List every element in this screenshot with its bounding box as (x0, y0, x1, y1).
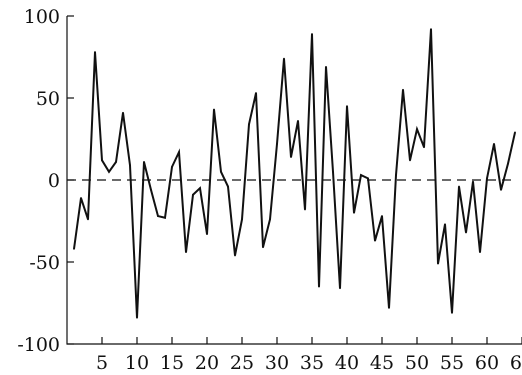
data-point (101, 159, 103, 162)
data-point (143, 161, 145, 163)
data-point (87, 218, 89, 221)
y-tick-label: 100 (24, 6, 60, 28)
data-point (94, 51, 96, 53)
data-point (164, 216, 166, 219)
data-point (486, 177, 488, 180)
series-line (73, 29, 516, 318)
data-points (73, 28, 516, 319)
x-tick-label: 35 (300, 352, 324, 374)
data-point (514, 131, 516, 134)
data-point (500, 188, 502, 191)
data-point (199, 187, 201, 190)
data-point (493, 143, 495, 145)
y-tick-label: 0 (48, 170, 60, 192)
data-point (381, 215, 383, 217)
data-point (136, 316, 138, 319)
data-point (507, 162, 509, 165)
x-tick-label: 5 (96, 352, 108, 374)
data-point (283, 57, 285, 60)
x-tick-label: 20 (195, 352, 219, 374)
axes-frame (66, 16, 522, 345)
data-point (178, 151, 180, 154)
data-point (423, 146, 425, 149)
data-point (255, 92, 257, 94)
data-point (192, 193, 194, 196)
data-point (339, 287, 341, 290)
data-point (290, 156, 292, 158)
data-point (472, 180, 474, 183)
data-point (150, 188, 152, 191)
data-point (276, 143, 278, 145)
y-tick-label: 50 (36, 88, 60, 110)
data-point (409, 159, 411, 162)
data-point (374, 239, 376, 242)
data-point (388, 307, 390, 309)
data-point (248, 123, 250, 126)
data-point (437, 262, 439, 265)
x-tick-label: 30 (265, 352, 289, 374)
data-point (73, 247, 75, 250)
x-tick-label: 65 (510, 352, 522, 374)
data-point (360, 174, 362, 176)
y-tick-label: -100 (17, 334, 60, 356)
data-point (458, 185, 460, 188)
data-point (206, 233, 208, 236)
data-point (220, 170, 222, 173)
data-point (304, 208, 306, 211)
data-point (402, 88, 404, 91)
data-point (122, 111, 124, 114)
data-point (241, 218, 243, 221)
data-point (311, 33, 313, 35)
data-point (325, 65, 327, 68)
data-point (332, 170, 334, 173)
data-point (227, 185, 229, 188)
data-point (416, 128, 418, 131)
y-axis-ticks: -100 -50 0 50 100 (17, 6, 74, 356)
data-point (297, 120, 299, 122)
data-point (262, 246, 264, 249)
x-tick-label: 15 (160, 352, 184, 374)
x-tick-label: 55 (440, 352, 464, 374)
data-point (108, 170, 110, 173)
data-point (465, 231, 467, 234)
data-point (234, 254, 236, 257)
data-point (430, 28, 432, 31)
x-tick-label: 25 (230, 352, 254, 374)
data-point (115, 161, 117, 163)
data-point (353, 211, 355, 214)
data-point (318, 285, 320, 288)
data-point (444, 223, 446, 226)
data-point (346, 105, 348, 108)
data-point (185, 251, 187, 254)
x-tick-label: 60 (475, 352, 499, 374)
data-point (157, 215, 159, 217)
data-point (171, 165, 173, 168)
x-tick-label: 45 (370, 352, 394, 374)
x-axis-ticks: 5 10 15 20 25 30 35 40 45 50 55 60 65 (96, 337, 522, 374)
data-point (395, 174, 397, 176)
data-point (80, 197, 82, 199)
data-point (213, 108, 215, 111)
data-point (129, 164, 131, 167)
x-tick-label: 10 (125, 352, 149, 374)
data-point (367, 177, 369, 180)
x-tick-label: 40 (335, 352, 359, 374)
y-tick-label: -50 (29, 252, 60, 274)
x-tick-label: 50 (405, 352, 429, 374)
data-point (479, 251, 481, 254)
data-point (451, 311, 453, 314)
data-point (269, 218, 271, 221)
